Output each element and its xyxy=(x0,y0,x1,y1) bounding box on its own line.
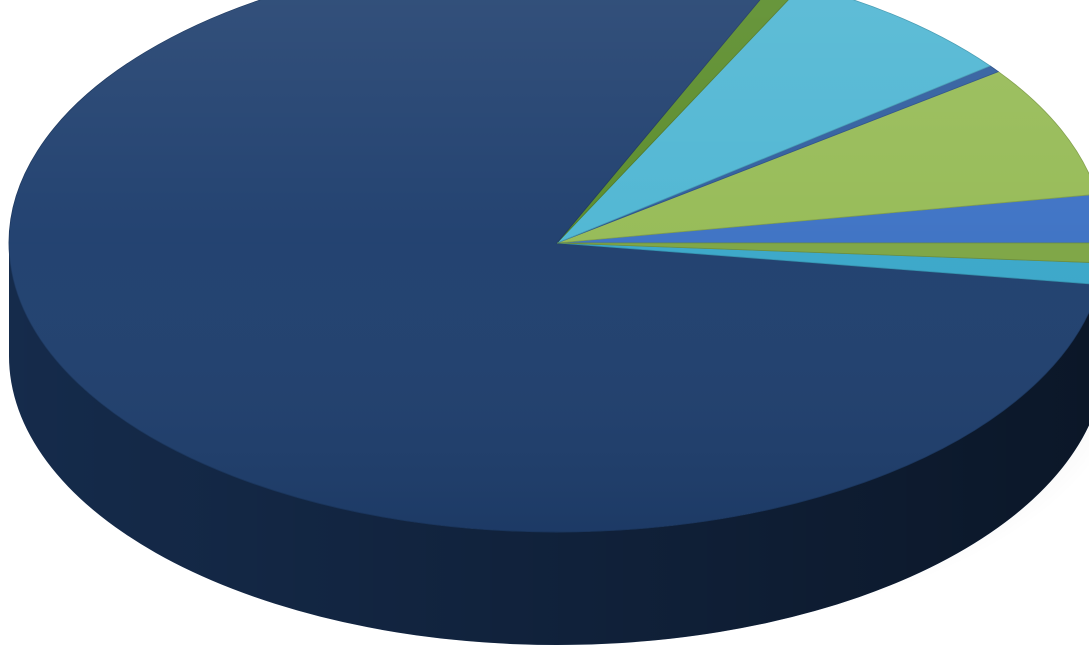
pie-side xyxy=(9,243,1089,645)
pie-top-sheen xyxy=(9,0,1089,532)
pie-side-shading xyxy=(9,243,1089,645)
pie-top xyxy=(8,0,1089,533)
